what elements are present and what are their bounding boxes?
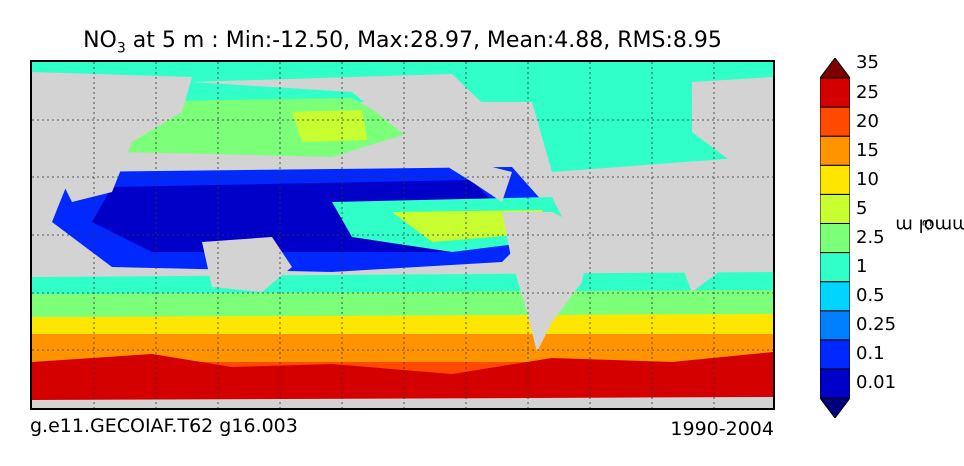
land-antarctica	[32, 397, 773, 408]
map-panel	[30, 60, 775, 410]
colorbar-tick-label: 15	[856, 139, 879, 161]
colorbar-segment	[820, 222, 850, 254]
colorbar	[820, 58, 850, 418]
land-eurasia	[32, 72, 192, 202]
land-south-america	[502, 212, 592, 352]
colorbar-tick-label: 1	[856, 256, 868, 278]
colorbar-tick-label: 2.5	[856, 227, 885, 248]
field-band-north-pacific-yellow	[292, 110, 367, 142]
colorbar-segment	[820, 252, 850, 283]
colorbar-tick-labels: 0.01 0.1 0.25 0.5 1 2.5 5 10 15 20 25 35	[856, 0, 916, 466]
colorbar-tick-label: 20	[856, 110, 879, 132]
colorbar-extend-max	[820, 58, 850, 79]
colorbar-tick-label: 0.5	[856, 285, 885, 307]
colorbar-extend-min	[820, 397, 850, 418]
colorbar-segment	[820, 339, 850, 370]
land-north-america	[192, 74, 512, 202]
colorbar-tick-label: 0.01	[856, 372, 897, 394]
map-grid	[32, 62, 773, 408]
colorbar-tick-label: 25	[856, 81, 879, 103]
colorbar-segment	[820, 310, 850, 341]
field-band-southern-yellow	[32, 312, 773, 334]
colorbar-unit-label: mmol m -3	[894, 214, 964, 236]
land-australia	[202, 237, 292, 292]
case-name-label: g.e11.GECOIAF.T62 g16.003	[30, 415, 298, 437]
plot-title: NO3 at 5 m : Min:-12.50, Max:28.97, Mean…	[83, 28, 722, 57]
colorbar-tick-label: 35	[856, 52, 879, 74]
field-band-subantarctic	[32, 287, 773, 317]
colorbar-segment	[820, 368, 850, 399]
land-africa	[647, 167, 752, 292]
colorbar-tick-label: 10	[856, 168, 879, 190]
colorbar-segment	[820, 135, 850, 166]
land-europe	[692, 77, 773, 162]
colorbar-segment	[820, 281, 850, 312]
colorbar-segment	[820, 77, 850, 108]
colorbar-tick-label: 5	[856, 197, 868, 219]
years-label: 1990-2004	[670, 418, 774, 440]
colorbar-tick-label: 0.1	[856, 343, 885, 365]
colorbar-segment	[820, 193, 850, 224]
colorbar-segment	[820, 106, 850, 137]
colorbar-tick-label: 0.25	[856, 314, 897, 336]
ocean-field-map	[32, 62, 773, 408]
field-band-southern-red	[32, 352, 773, 408]
colorbar-segment	[820, 164, 850, 195]
